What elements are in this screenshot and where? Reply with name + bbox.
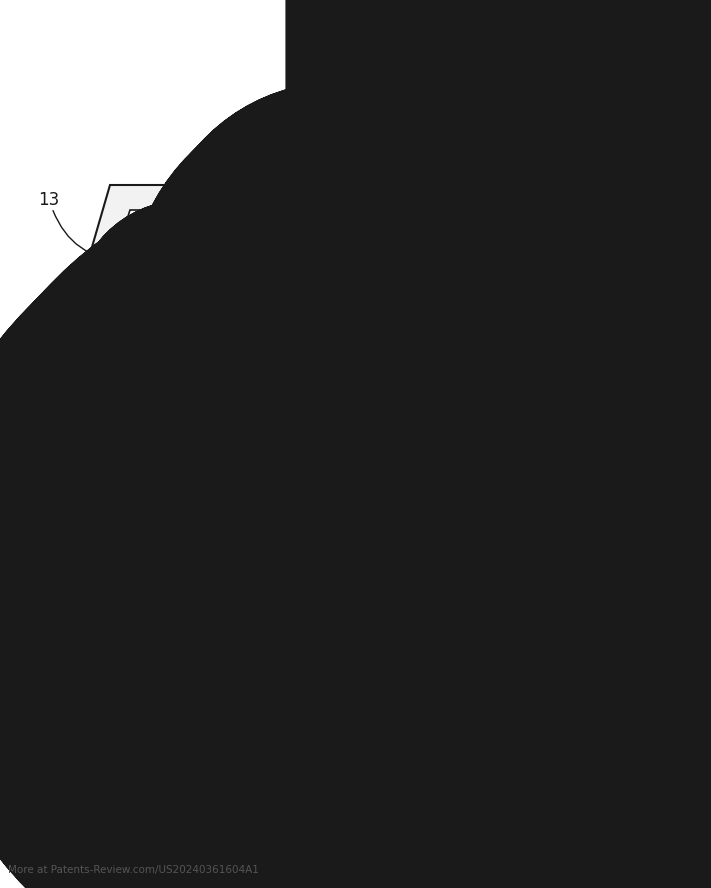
Text: 10: 10	[640, 119, 661, 137]
Text: Fig. 1A: Fig. 1A	[309, 408, 400, 432]
Text: 13: 13	[20, 539, 41, 557]
Text: Fig. 1B: Fig. 1B	[309, 789, 401, 812]
Text: 11: 11	[590, 709, 611, 727]
Text: 12: 12	[365, 436, 386, 454]
Text: 12: 12	[420, 119, 442, 137]
Bar	[480, 545, 562, 635]
Bar	[72, 490, 267, 685]
Polygon shape	[65, 340, 610, 370]
Polygon shape	[345, 218, 435, 335]
Polygon shape	[610, 185, 655, 370]
Polygon shape	[65, 185, 655, 340]
Circle shape	[321, 56, 339, 74]
Text: 15: 15	[375, 19, 395, 37]
Text: 13: 13	[38, 191, 59, 209]
Bar	[45, 468, 663, 713]
Text: 10: 10	[630, 439, 651, 457]
Polygon shape	[90, 210, 285, 335]
Text: 11: 11	[615, 296, 636, 314]
Polygon shape	[330, 490, 400, 685]
Polygon shape	[505, 225, 595, 320]
Text: More at Patents-Review.com/US20240361604A1: More at Patents-Review.com/US20240361604…	[8, 865, 259, 875]
